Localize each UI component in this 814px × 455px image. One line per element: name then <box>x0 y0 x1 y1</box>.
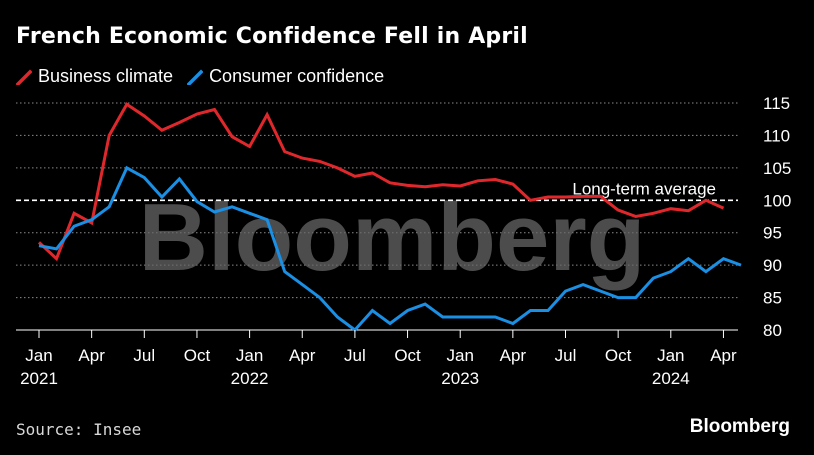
series-line-business-climate <box>37 102 725 262</box>
x-tick-label-jul-6: Jul <box>133 346 155 365</box>
x-tick-label-oct-9: Oct <box>184 346 211 365</box>
y-tick-label-100: 100 <box>763 191 791 210</box>
legend-item-consumer-confidence: Consumer confidence <box>187 66 384 87</box>
x-tick-label-oct-33: Oct <box>605 346 632 365</box>
x-tick-label-jul-30: Jul <box>555 346 577 365</box>
x-tick-label-jan-24: Jan <box>446 346 473 365</box>
bloomberg-logo: Bloomberg <box>689 416 790 437</box>
y-tick-label-95: 95 <box>763 224 782 243</box>
legend-item-business-climate: Business climate <box>16 66 173 87</box>
series-line-consumer-confidence <box>38 165 742 333</box>
y-tick-label-105: 105 <box>763 159 791 178</box>
y-tick-label-85: 85 <box>763 289 782 308</box>
x-tick-label-jan-12: Jan <box>236 346 263 365</box>
x-tick-label-jan-0: Jan <box>25 346 52 365</box>
business-climate-swatch-icon <box>16 69 32 85</box>
x-tick-label-jan-36: Jan <box>657 346 684 365</box>
legend-label-business-climate: Business climate <box>38 66 174 86</box>
x-tick-year-2023: 2023 <box>441 369 479 388</box>
x-tick-year-2021: 2021 <box>20 369 58 388</box>
y-tick-label-110: 110 <box>763 126 790 145</box>
y-tick-label-80: 80 <box>763 321 782 340</box>
x-tick-label-oct-21: Oct <box>394 346 421 365</box>
source-note: Source: Insee <box>16 420 142 439</box>
legend: Business climate Consumer confidence <box>16 66 384 87</box>
watermark-bloomberg: Bloomberg <box>139 184 646 291</box>
x-tick-year-2024: 2024 <box>652 369 690 388</box>
x-tick-label-apr-15: Apr <box>289 346 316 365</box>
y-tick-label-115: 115 <box>763 94 790 113</box>
consumer-confidence-swatch-icon <box>187 69 204 85</box>
x-tick-label-jul-18: Jul <box>344 346 366 365</box>
x-tick-label-apr-39: Apr <box>710 346 737 365</box>
x-tick-label-apr-27: Apr <box>500 346 527 365</box>
annotation-long-term-average: Long-term average <box>572 179 716 198</box>
legend-label-consumer-confidence: Consumer confidence <box>209 66 385 86</box>
y-tick-label-90: 90 <box>763 256 782 275</box>
x-tick-label-apr-3: Apr <box>78 346 105 365</box>
x-tick-year-2022: 2022 <box>231 369 269 388</box>
chart-title: French Economic Confidence Fell in April <box>16 24 528 49</box>
